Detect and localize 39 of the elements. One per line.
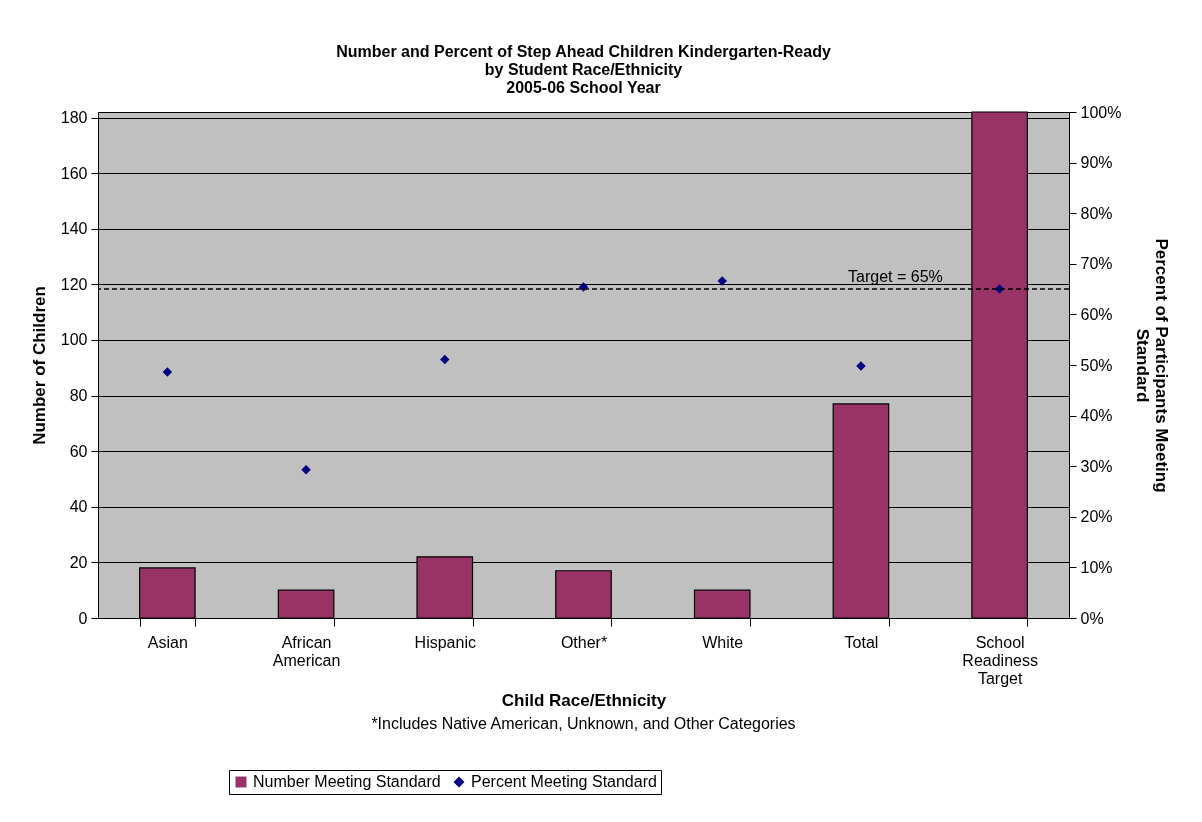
x-tick-label: White — [702, 633, 744, 651]
y2-axis-title: Percent of Participants Meeting Standard — [1133, 238, 1172, 493]
y-tick-label: 80 — [69, 387, 88, 405]
y-tick-label: 120 — [60, 275, 88, 293]
y-tick-label: 0 — [78, 609, 88, 627]
point — [301, 465, 311, 475]
point — [440, 354, 450, 365]
x-tick-label: Other* — [560, 633, 608, 651]
text: *Includes Native American, Unknown, and Other Categories — [371, 715, 796, 732]
x-tick-label: African American — [272, 633, 341, 669]
x-tick-label: Asian — [147, 633, 188, 651]
y2-tick-label: 90% — [1080, 154, 1113, 172]
y2-tick-label: 10% — [1080, 558, 1113, 576]
y-tick-label: 60 — [69, 442, 88, 460]
x-axis-title: Child Race/Ethnicity — [501, 690, 667, 710]
y2-tick-label: 20% — [1080, 508, 1113, 526]
legend-label: Number Meeting Standard — [253, 773, 441, 790]
x-tick-label: Total — [844, 633, 879, 651]
y-tick-label: 20 — [69, 553, 88, 571]
point — [162, 367, 173, 377]
x-tick-label: School Readiness Target — [962, 633, 1038, 687]
y2-tick-label: 0% — [1080, 609, 1104, 627]
x-tick-label: Hispanic — [414, 633, 476, 651]
y2-tick-label: 100% — [1080, 103, 1122, 121]
y-tick-label: 100 — [60, 331, 88, 349]
y-axis-title: Number of Children — [29, 286, 49, 445]
y2-tick-label: 40% — [1080, 407, 1113, 425]
legend-label: Percent Meeting Standard — [471, 773, 657, 790]
y2-tick-label: 60% — [1080, 305, 1113, 323]
y2-tick-label: 50% — [1080, 356, 1113, 374]
y2-tick-label: 30% — [1080, 457, 1113, 475]
ref-line-label: Target = 65% — [848, 268, 943, 286]
y-tick-label: 40 — [69, 498, 88, 516]
y-tick-label: 180 — [60, 109, 88, 127]
y-tick-label: 140 — [60, 220, 88, 238]
y2-tick-label: 80% — [1080, 204, 1113, 222]
chart-title: Number and Percent of Step Ahead Children Kindergarten-Ready by Student Race/Ethnicity 2005-06 School Year — [336, 43, 831, 96]
y2-tick-label: 70% — [1080, 255, 1113, 273]
y-tick-label: 160 — [60, 164, 88, 182]
